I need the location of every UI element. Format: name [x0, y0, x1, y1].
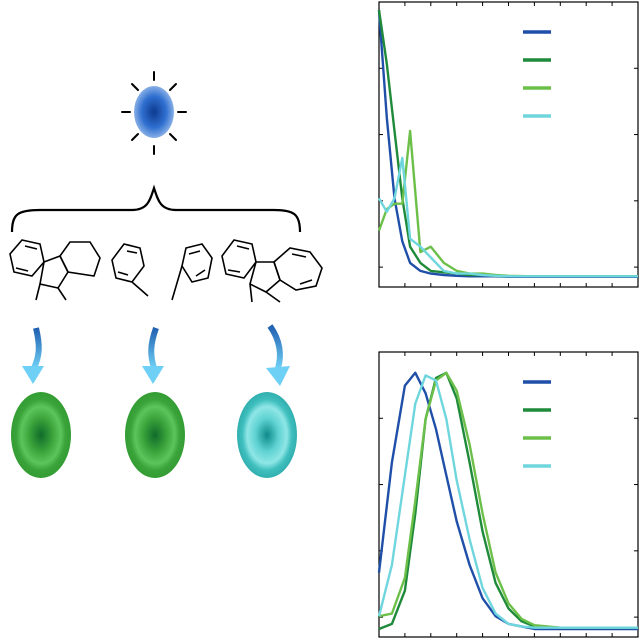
emission-chart: [377, 351, 639, 638]
decay-chart-ticks: [379, 2, 638, 287]
green-emission-icon-1: [11, 392, 71, 478]
fluorene-like-molecule: [221, 239, 323, 303]
decay-series-line-4: [377, 156, 638, 278]
curved-arrow-3: [266, 324, 290, 386]
emission-series-line-4: [377, 374, 638, 629]
cyan-emission-icon: [237, 392, 297, 478]
decay-series-line-1: [377, 9, 638, 278]
green-emission-icon-2: [125, 392, 185, 478]
emission-series-line-1: [377, 371, 638, 631]
decay-chart-legend: [523, 30, 551, 118]
emission-chart-series: [377, 371, 638, 631]
tricyclic-ring-molecule: [9, 239, 101, 301]
emission-chart-legend: [523, 380, 551, 468]
brace-icon: [10, 184, 302, 233]
decay-series-line-2: [377, 9, 638, 278]
emission-series-line-2: [378, 371, 638, 631]
decay-chart-series: [377, 9, 638, 278]
curved-arrow-2: [142, 327, 164, 384]
two-phenyl-fragments-molecule: [111, 243, 213, 301]
decay-series-line-3: [377, 129, 638, 278]
curved-arrow-1: [22, 327, 44, 384]
decay-chart: [377, 1, 639, 288]
blue-light-bulb-icon: [134, 86, 174, 138]
light-source: [121, 71, 187, 155]
light-rays-icon: [121, 71, 187, 155]
